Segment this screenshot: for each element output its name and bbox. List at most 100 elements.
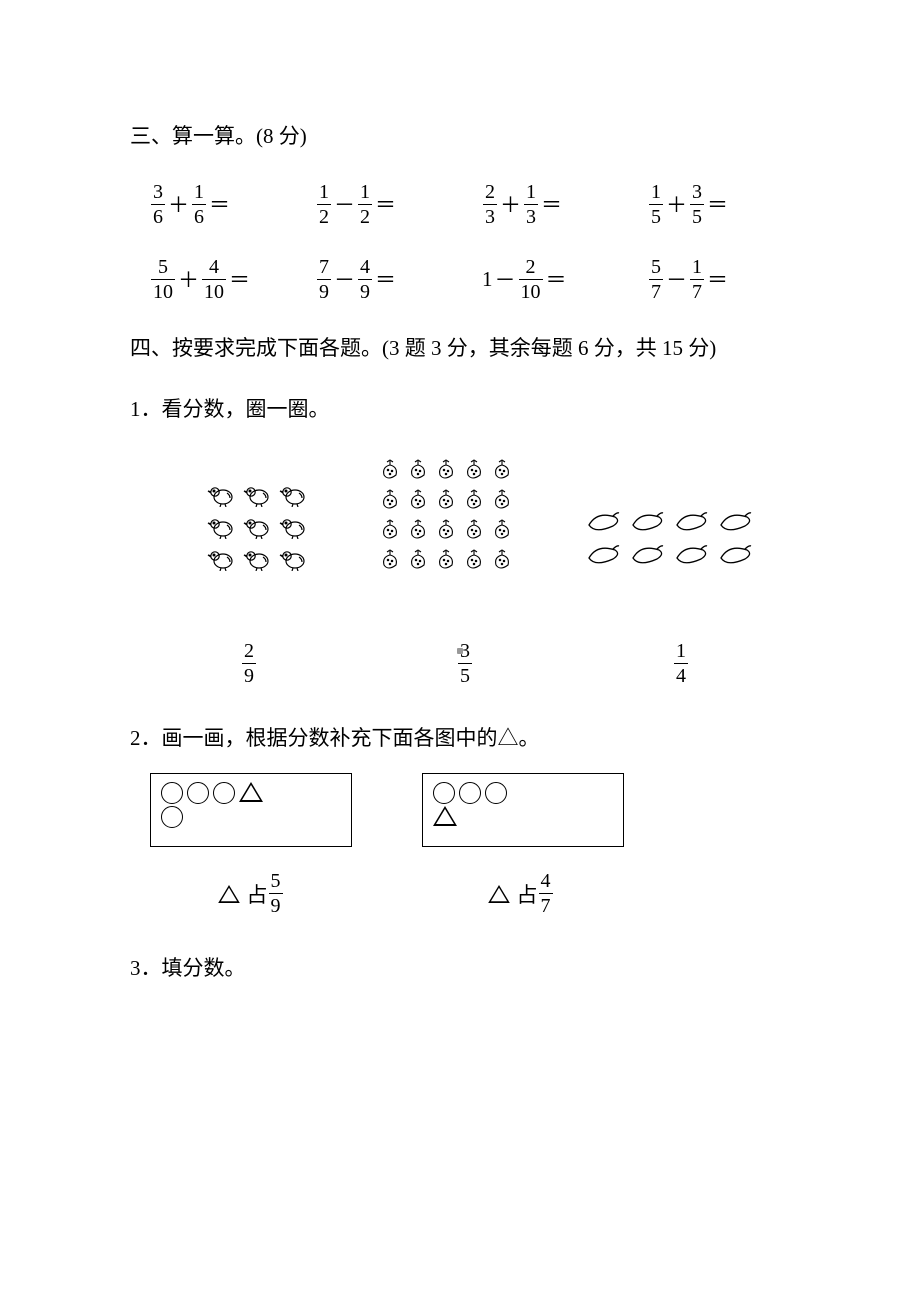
berry-icon — [407, 487, 429, 511]
center-marker — [457, 648, 463, 654]
operator: ＋ — [168, 189, 189, 219]
image-grid-row — [207, 481, 309, 507]
q1-text: 1．看分数，圈一圈。 — [130, 393, 790, 427]
fraction: 510 — [151, 257, 175, 302]
berry-icon — [379, 487, 401, 511]
equals: ＝ — [375, 189, 396, 219]
image-grid-row — [583, 511, 753, 538]
equation: 23 ＋ 13 ＝ — [482, 182, 612, 227]
eggplant-icon — [627, 544, 665, 571]
fraction: 79 — [317, 257, 331, 302]
shape-line — [433, 806, 613, 826]
shape-line — [433, 782, 613, 804]
operator: ＋ — [500, 189, 521, 219]
q1-image-row — [130, 457, 790, 571]
berry-icon — [463, 547, 485, 571]
shape-box — [150, 773, 352, 847]
circle-icon — [459, 782, 481, 804]
fraction: 210 — [519, 257, 543, 302]
caption-prefix: 占 — [517, 879, 538, 909]
equals: ＝ — [375, 264, 396, 294]
operator: － — [334, 264, 355, 294]
berry-icon — [407, 547, 429, 571]
eggplant-icon — [715, 544, 753, 571]
circle-icon — [213, 782, 235, 804]
shape-line — [161, 782, 341, 804]
image-grid-row — [379, 487, 513, 511]
shape-box — [422, 773, 624, 847]
q3-text: 3．填分数。 — [130, 952, 790, 986]
q2-text: 2．画一画，根据分数补充下面各图中的△。 — [130, 722, 790, 756]
triangle-icon — [218, 885, 240, 903]
fraction: 29 — [242, 641, 256, 686]
image-grid-row — [379, 457, 513, 481]
fraction: 49 — [358, 257, 372, 302]
equation: 15 ＋ 35 ＝ — [648, 182, 778, 227]
whole-number: 1 — [482, 267, 493, 292]
equation-row-1: 36 ＋ 16 ＝ 12 － 12 ＝ 23 ＋ 13 ＝ 15 ＋ 35 ＝ — [130, 182, 790, 227]
equation: 510 ＋ 410 ＝ — [150, 257, 280, 302]
operator: － — [666, 264, 687, 294]
berry-grid — [379, 457, 513, 571]
shape-caption: 占 59 — [150, 871, 350, 916]
equals: ＝ — [541, 189, 562, 219]
chick-icon — [279, 513, 309, 539]
fraction: 15 — [649, 182, 663, 227]
triangle-icon — [239, 782, 263, 802]
fraction: 23 — [483, 182, 497, 227]
chick-icon — [207, 481, 237, 507]
q2-caption-row: 占 59 占 47 — [130, 871, 790, 916]
berry-icon — [463, 517, 485, 541]
fraction: 57 — [649, 257, 663, 302]
berry-icon — [435, 487, 457, 511]
fraction-label: 14 — [673, 641, 689, 686]
eggplant-icon — [671, 511, 709, 538]
fraction: 12 — [358, 182, 372, 227]
berry-icon — [463, 487, 485, 511]
circle-icon — [485, 782, 507, 804]
fraction: 35 — [690, 182, 704, 227]
equals: ＝ — [546, 264, 567, 294]
fraction: 14 — [674, 641, 688, 686]
operator: － — [495, 264, 516, 294]
chick-icon — [207, 545, 237, 571]
eggplant-icon — [627, 511, 665, 538]
triangle-icon — [433, 806, 457, 826]
triangle-icon — [488, 885, 510, 903]
berry-icon — [407, 457, 429, 481]
circle-icon — [433, 782, 455, 804]
circle-icon — [161, 806, 183, 828]
eggplant-grid — [583, 511, 753, 571]
berry-icon — [435, 457, 457, 481]
eggplant-icon — [583, 544, 621, 571]
operator: － — [334, 189, 355, 219]
eggplant-icon — [715, 511, 753, 538]
berry-icon — [491, 547, 513, 571]
fraction: 59 — [269, 871, 283, 916]
berry-icon — [491, 517, 513, 541]
equation: 36 ＋ 16 ＝ — [150, 182, 280, 227]
fraction: 16 — [192, 182, 206, 227]
shape-line — [161, 806, 341, 828]
fraction-label: 29 — [241, 641, 257, 686]
berry-icon — [491, 487, 513, 511]
equation: 57 － 17 ＝ — [648, 257, 778, 302]
chick-icon — [279, 481, 309, 507]
fraction: 410 — [202, 257, 226, 302]
berry-icon — [379, 547, 401, 571]
berry-icon — [435, 517, 457, 541]
section4-title: 四、按要求完成下面各题。(3 题 3 分，其余每题 6 分，共 15 分) — [130, 332, 790, 366]
chick-icon — [279, 545, 309, 571]
chick-icon — [243, 545, 273, 571]
fraction: 17 — [690, 257, 704, 302]
image-grid-row — [379, 517, 513, 541]
image-grid-row — [207, 545, 309, 571]
equation: 79 － 49 ＝ — [316, 257, 446, 302]
chick-icon — [207, 513, 237, 539]
equals: ＝ — [707, 264, 728, 294]
chick-icon — [243, 481, 273, 507]
eggplant-icon — [671, 544, 709, 571]
section3-title: 三、算一算。(8 分) — [130, 120, 790, 154]
equals: ＝ — [707, 189, 728, 219]
berry-icon — [463, 457, 485, 481]
